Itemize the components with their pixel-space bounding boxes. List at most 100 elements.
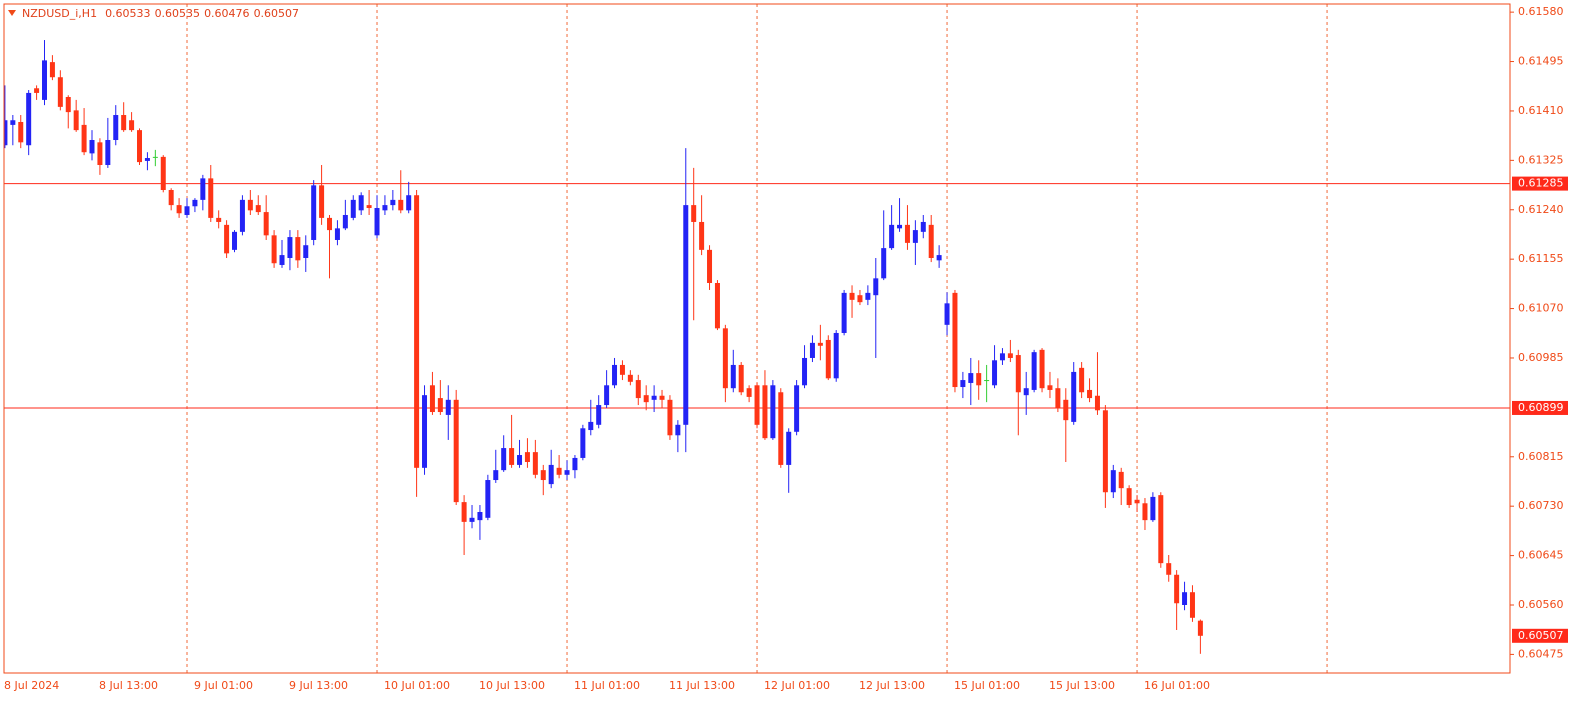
candle-body [548,464,554,485]
x-tick-label: 10 Jul 13:00 [479,679,545,692]
candle-body [1015,355,1021,393]
candle-body [786,431,792,465]
candle-body [263,212,269,236]
candle-body [1079,367,1085,393]
candle-body [422,395,428,468]
y-tick-label: 0.61070 [1518,302,1564,315]
candle-body [651,395,657,400]
y-tick-label: 0.61495 [1518,55,1564,68]
x-tick-label: 12 Jul 01:00 [764,679,830,692]
candle-body [509,448,515,465]
candle-body [540,470,546,481]
candle-body [358,195,364,211]
y-tick-label: 0.61240 [1518,203,1564,216]
candle-body [42,60,48,100]
x-tick-label: 15 Jul 01:00 [954,679,1020,692]
candle-body [1047,385,1053,390]
level-label: 0.61285 [1518,177,1564,190]
y-tick-label: 0.60815 [1518,450,1564,463]
symbol: NZDUSD_i,H1 [22,7,97,20]
candle-body [295,237,301,261]
candle-body [303,245,309,258]
candle-body [699,221,705,250]
candle-body [366,205,372,209]
candle-body [770,385,776,439]
candle-body [746,388,752,397]
header-high: 0.60535 [155,7,201,20]
y-tick-label: 0.61325 [1518,153,1564,166]
candle-body [4,120,8,146]
candle-body [271,235,277,264]
candle-body [714,282,720,329]
y-tick-label: 0.61410 [1518,104,1564,117]
candle-body [1063,399,1069,421]
candle-body [881,248,887,279]
candle-body [897,224,903,229]
candle-body [113,115,119,141]
candle-body [517,455,523,465]
plot-frame [3,3,1511,674]
candle-body [984,380,990,382]
candle-body [596,405,602,425]
header-arrow [8,10,16,16]
candle-body [564,470,570,475]
candle-body [18,121,24,143]
candle-body [1094,395,1100,411]
x-tick-label: 9 Jul 01:00 [194,679,253,692]
candle-body [105,140,111,166]
candle-body [144,158,150,161]
candle-body [627,374,633,382]
candle-body [992,360,998,386]
candle-body [398,199,404,211]
candle-body [208,178,214,218]
candle-body [580,428,586,458]
y-tick-label: 0.60645 [1518,549,1564,562]
candle-body [129,120,135,131]
level-label: 0.60899 [1518,401,1564,414]
candle-body [778,392,784,465]
candle-body [1055,388,1061,408]
candle-body [722,328,728,389]
candle-body [802,357,808,386]
candle-body [390,199,396,206]
x-tick-label: 10 Jul 01:00 [384,679,450,692]
candle-body [216,217,222,222]
candle-body [1174,574,1180,604]
candle-body [1110,470,1116,493]
x-tick-label: 12 Jul 13:00 [859,679,925,692]
candle-body [1118,471,1124,489]
candle-body [833,332,839,379]
candle-body [1023,388,1029,396]
axes: 0.61580 0.61495 0.61410 0.61325 0.61240 0.611… [3,3,1568,692]
candle-body [999,353,1005,361]
candle-body [501,448,507,471]
candle-body [232,231,238,250]
candle-body [841,292,847,333]
candle-body [350,199,356,218]
x-tick-label: 8 Jul 2024 [4,679,59,692]
candle-body [493,470,499,481]
candle-body [667,399,673,436]
candle-body [556,467,562,475]
candle-body [612,364,618,386]
candle-body [97,142,103,166]
candle-body [675,424,681,436]
candle-body [1142,503,1148,521]
candle-body [952,292,958,388]
candle-body [1134,499,1140,504]
candle-body [334,228,340,240]
candle-body [152,156,158,158]
candle-body [10,120,16,125]
candle-body [429,385,435,413]
x-tick-label: 16 Jul 01:00 [1144,679,1210,692]
candle-body [920,221,926,232]
candle-body [817,342,823,346]
candle-body [809,342,815,358]
y-tick-label: 0.60985 [1518,351,1564,364]
candle-body [588,421,594,431]
candle-body [382,205,388,211]
candle-body [485,480,491,518]
candle-body [469,517,475,522]
